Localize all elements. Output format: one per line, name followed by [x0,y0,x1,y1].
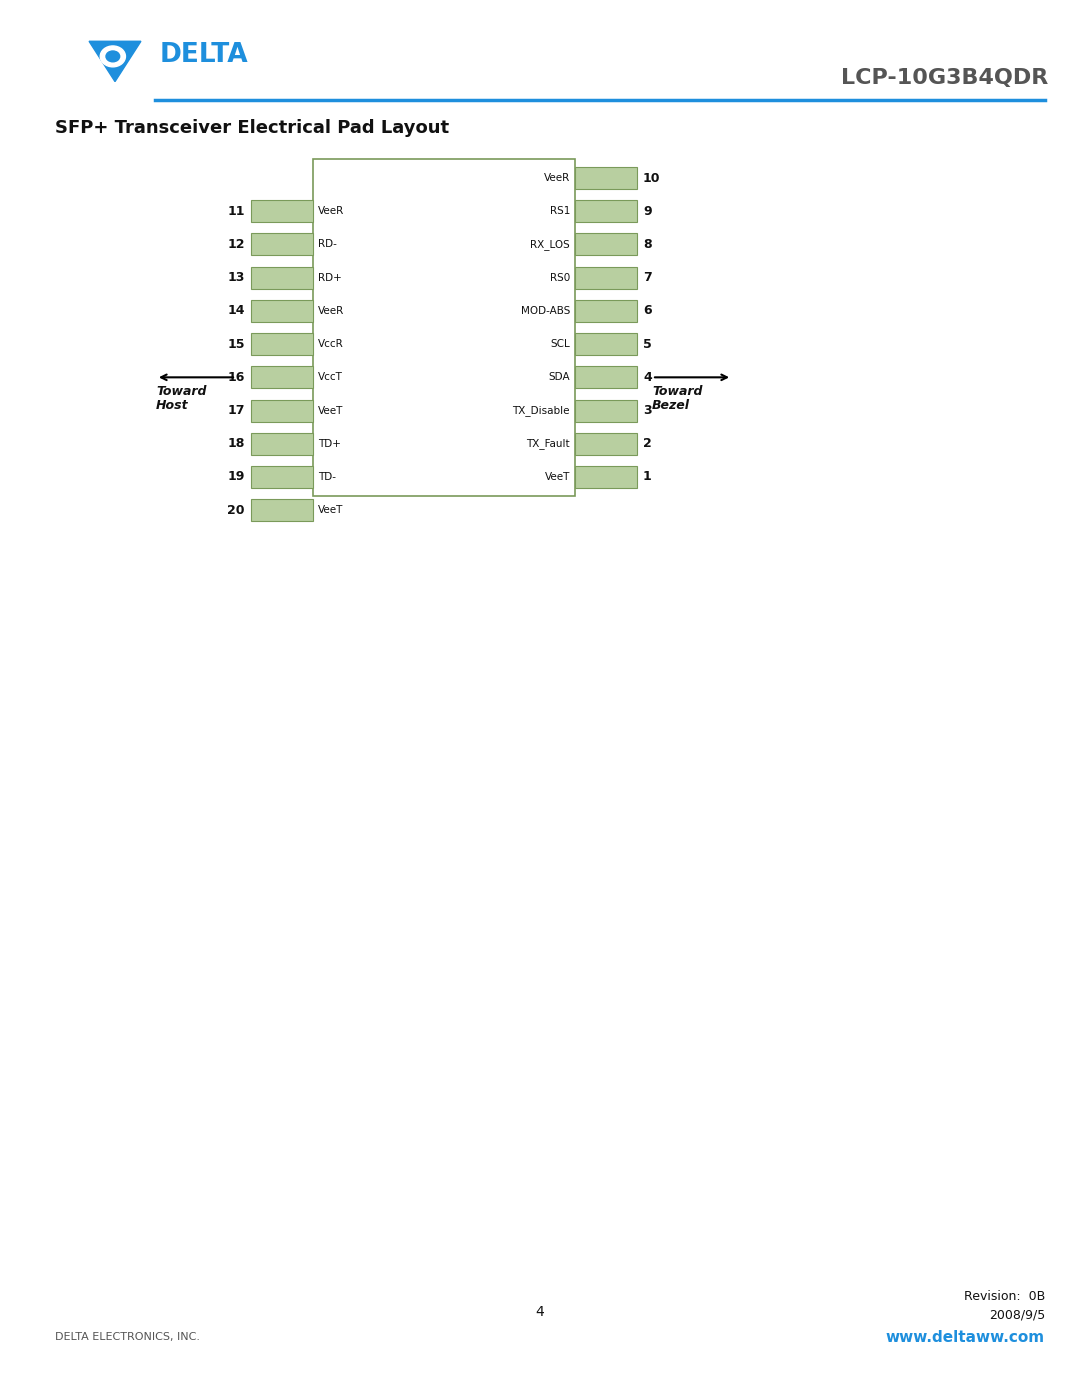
Text: RS1: RS1 [550,207,570,217]
Text: 1: 1 [643,471,651,483]
Text: VeeR: VeeR [318,207,345,217]
Bar [313,159,575,496]
Text: RD-: RD- [318,239,337,250]
Text: SFP+ Transceiver Electrical Pad Layout: SFP+ Transceiver Electrical Pad Layout [55,119,449,137]
Text: RX_LOS: RX_LOS [530,239,570,250]
Ellipse shape [100,46,125,67]
Text: 10: 10 [643,172,661,184]
Bar [575,467,637,488]
Text: 9: 9 [643,205,651,218]
Text: 14: 14 [228,305,245,317]
Text: 6: 6 [643,305,651,317]
Text: VeeR: VeeR [318,306,345,316]
Text: 4: 4 [643,370,651,384]
Text: Host: Host [156,400,189,412]
Bar [575,168,637,189]
Text: VeeT: VeeT [318,506,343,515]
Text: VeeT: VeeT [544,472,570,482]
Text: 18: 18 [228,437,245,450]
Text: www.deltaww.com: www.deltaww.com [886,1330,1045,1344]
Text: 5: 5 [643,338,651,351]
Text: 17: 17 [228,404,245,418]
Text: SDA: SDA [549,373,570,383]
Text: LCP-10G3B4QDR: LCP-10G3B4QDR [840,68,1048,88]
Text: 11: 11 [228,205,245,218]
Text: 3: 3 [643,404,651,418]
Text: VeeT: VeeT [318,405,343,415]
Text: 19: 19 [228,471,245,483]
Text: TD+: TD+ [318,439,341,448]
Text: TD-: TD- [318,472,336,482]
Ellipse shape [106,52,120,61]
Text: MOD-ABS: MOD-ABS [521,306,570,316]
Text: TX_Disable: TX_Disable [513,405,570,416]
Bar [575,200,637,222]
Text: 2: 2 [643,437,651,450]
Bar [251,200,313,222]
Text: Revision:  0B: Revision: 0B [963,1291,1045,1303]
Bar [575,366,637,388]
Bar [575,400,637,422]
Text: 8: 8 [643,237,651,251]
Text: 7: 7 [643,271,651,284]
Text: DELTA ELECTRONICS, INC.: DELTA ELECTRONICS, INC. [55,1331,200,1343]
Bar [251,400,313,422]
Bar [575,332,637,355]
Text: VeeR: VeeR [543,173,570,183]
Bar [251,467,313,488]
Bar [251,233,313,256]
Text: 13: 13 [228,271,245,284]
Bar [251,499,313,521]
Bar [251,332,313,355]
Text: Toward: Toward [652,386,702,398]
Bar [251,433,313,455]
Text: RS0: RS0 [550,272,570,282]
Text: TX_Fault: TX_Fault [526,439,570,450]
Text: VccT: VccT [318,373,342,383]
Text: VccR: VccR [318,339,343,349]
Text: 15: 15 [228,338,245,351]
Text: 16: 16 [228,370,245,384]
Polygon shape [89,42,140,81]
Bar [575,433,637,455]
Text: 4: 4 [536,1305,544,1319]
Text: DELTA: DELTA [160,42,248,68]
Bar [575,267,637,289]
Text: 2008/9/5: 2008/9/5 [989,1309,1045,1322]
Bar [251,267,313,289]
Text: Toward: Toward [156,386,206,398]
Text: 12: 12 [228,237,245,251]
Text: 20: 20 [228,504,245,517]
Bar [251,366,313,388]
Text: SCL: SCL [550,339,570,349]
Text: Bezel: Bezel [652,400,690,412]
Bar [575,300,637,321]
Bar [251,300,313,321]
Bar [575,233,637,256]
Text: RD+: RD+ [318,272,341,282]
